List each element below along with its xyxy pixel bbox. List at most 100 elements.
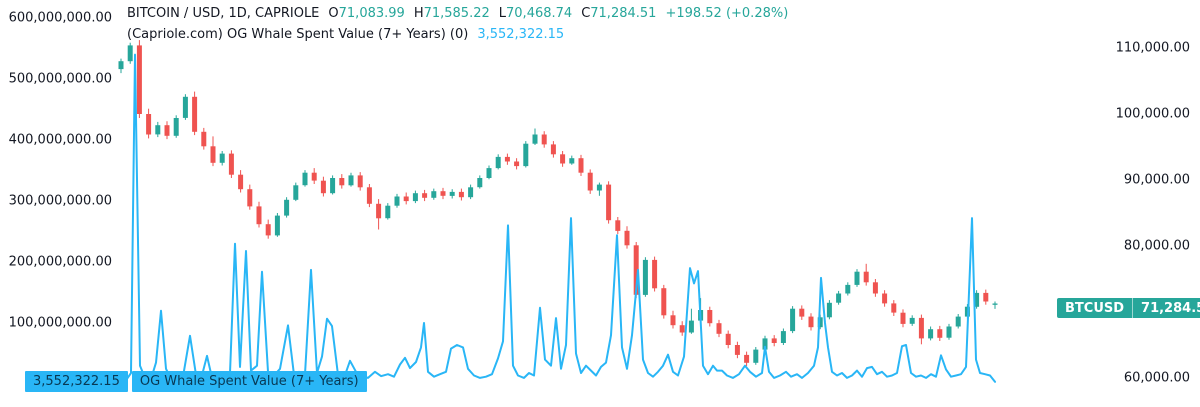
candle[interactable] [164,121,170,140]
candle[interactable] [394,193,400,208]
candle[interactable] [486,165,492,180]
candle[interactable] [247,184,253,210]
candle[interactable] [293,182,299,202]
candle[interactable] [532,128,538,146]
candle[interactable] [790,306,796,334]
candle[interactable] [946,323,952,340]
candle[interactable] [872,279,878,297]
candle[interactable] [652,256,658,292]
candle[interactable] [974,290,980,309]
candle[interactable] [578,154,584,176]
candle[interactable] [348,172,354,187]
candle[interactable] [928,326,934,341]
candle[interactable] [569,155,575,165]
candle[interactable] [118,58,124,74]
candle[interactable] [449,189,455,199]
candle[interactable] [422,189,428,202]
candle[interactable] [192,91,198,136]
candle[interactable] [173,115,179,138]
candle[interactable] [127,42,133,64]
candle[interactable] [909,315,915,326]
candle[interactable] [274,213,280,237]
close-value: C71,284.51 [581,6,657,21]
candle[interactable] [624,226,630,249]
candle[interactable] [882,290,888,307]
candle[interactable] [808,313,814,331]
candle[interactable] [753,347,759,365]
candle[interactable] [238,170,244,193]
candle[interactable] [670,310,676,329]
candle[interactable] [136,40,142,118]
candle[interactable] [541,131,547,148]
candle[interactable] [836,290,842,305]
candle[interactable] [992,301,998,309]
indicator-title[interactable]: (Capriole.com) OG Whale Spent Value (7+ … [127,27,469,42]
candle[interactable] [679,321,685,336]
candle[interactable] [688,308,694,334]
candle[interactable] [302,170,308,187]
candle[interactable] [771,335,777,347]
left-value-axis[interactable]: 600,000,000.00 500,000,000.00 400,000,000.… [0,0,112,407]
candle[interactable] [587,169,593,194]
candle[interactable] [201,127,207,150]
candle[interactable] [495,154,501,170]
candle[interactable] [320,176,326,197]
candle[interactable] [210,136,216,167]
candle[interactable] [937,325,943,341]
candle[interactable] [458,188,464,201]
candle[interactable] [311,168,317,184]
candle[interactable] [146,108,152,139]
candle[interactable] [606,181,612,224]
candle[interactable] [725,330,731,349]
candle[interactable] [523,141,529,168]
candle[interactable] [845,282,851,296]
candle[interactable] [339,174,345,189]
candle[interactable] [900,309,906,328]
candle[interactable] [615,217,621,235]
candle[interactable] [403,192,409,205]
candle[interactable] [256,201,262,228]
candle[interactable] [642,257,648,297]
candle[interactable] [734,341,740,359]
candle[interactable] [284,197,290,218]
candle[interactable] [596,182,602,196]
candle[interactable] [661,284,667,319]
candle[interactable] [228,150,234,178]
candle[interactable] [918,314,924,345]
indicator-badge-label[interactable]: OG Whale Spent Value (7+ Years) [131,371,367,392]
candle[interactable] [182,94,188,120]
candle[interactable] [155,121,161,138]
candle[interactable] [385,203,391,220]
candle[interactable] [514,158,520,170]
candle[interactable] [780,328,786,346]
candle[interactable] [477,175,483,189]
right-price-axis[interactable]: 110,000.00100,000.0090,000.0080,000.0070… [1108,0,1190,407]
candle[interactable] [550,141,556,158]
candle[interactable] [826,300,832,320]
candle[interactable] [891,300,897,316]
candle[interactable] [357,172,363,191]
whale-spent-value-line[interactable] [120,53,996,383]
candle[interactable] [431,188,437,200]
candle[interactable] [716,319,722,338]
candle[interactable] [504,153,510,165]
candle[interactable] [854,269,860,287]
candle[interactable] [366,184,372,208]
candle[interactable] [330,175,336,195]
candle[interactable] [265,219,271,239]
candle[interactable] [560,151,566,167]
candle[interactable] [219,151,225,166]
candle[interactable] [744,351,750,367]
indicator-value-badge: 3,552,322.15 OG Whale Spent Value (7+ Ye… [25,371,367,392]
candle[interactable] [863,263,869,286]
candle[interactable] [799,305,805,320]
candle[interactable] [468,184,474,200]
candle[interactable] [440,187,446,200]
candle[interactable] [955,314,961,329]
candle[interactable] [983,289,989,305]
candle[interactable] [376,199,382,230]
candle[interactable] [412,190,418,204]
candle[interactable] [707,306,713,327]
symbol-title[interactable]: BITCOIN / USD, 1D, CAPRIOLE [127,6,320,21]
